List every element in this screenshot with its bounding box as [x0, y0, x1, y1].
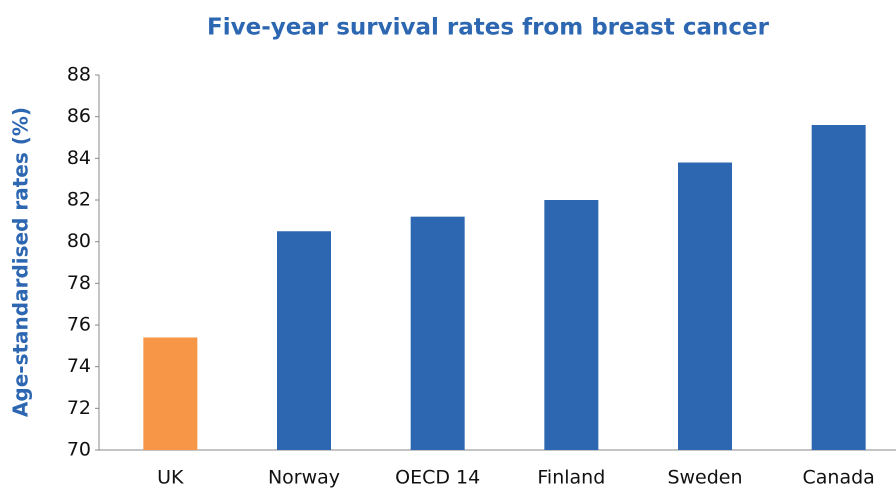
- y-tick-label: 72: [67, 397, 91, 419]
- x-tick-label: OECD 14: [395, 467, 480, 488]
- x-tick-label: Sweden: [667, 467, 742, 488]
- x-tick-label: Norway: [268, 467, 340, 488]
- bar: [544, 200, 599, 450]
- chart-title: Five-year survival rates from breast can…: [207, 15, 770, 41]
- y-axis-label: Age-standardised rates (%): [9, 107, 33, 417]
- y-tick-label: 80: [67, 230, 91, 252]
- bar: [410, 216, 465, 450]
- bar: [811, 125, 866, 450]
- y-tick-label: 82: [67, 189, 91, 211]
- y-tick-label: 70: [67, 439, 91, 461]
- bar: [143, 337, 198, 450]
- y-tick-label: 78: [67, 272, 91, 294]
- x-tick-label: Canada: [803, 467, 875, 488]
- x-tick-label: Finland: [537, 467, 605, 488]
- x-tick-label: UK: [157, 467, 184, 488]
- y-tick-label: 74: [67, 355, 91, 377]
- bar: [678, 162, 732, 450]
- y-tick-label: 88: [67, 64, 91, 86]
- y-tick-label: 76: [67, 314, 91, 336]
- y-tick-label: 86: [67, 105, 91, 127]
- bar: [277, 231, 331, 450]
- y-tick-label: 84: [67, 147, 91, 169]
